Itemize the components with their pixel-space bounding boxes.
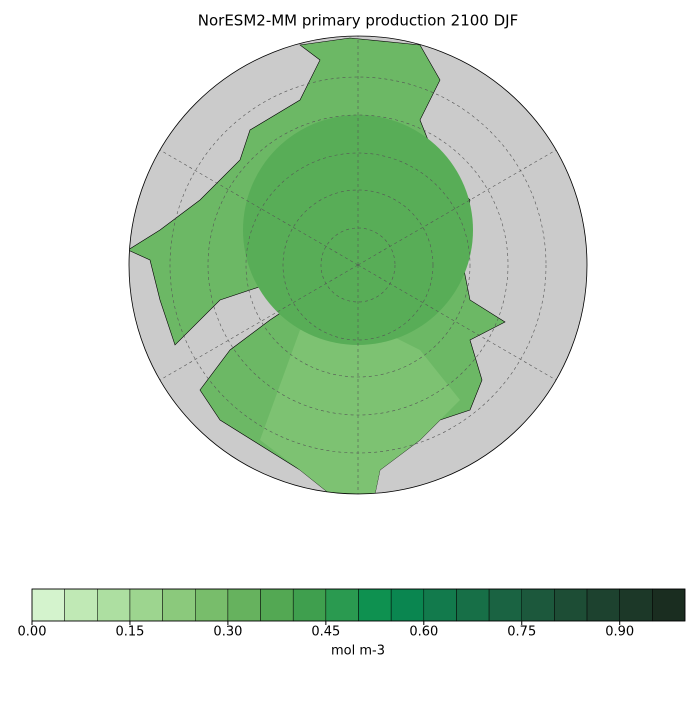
tick-label: 0.60 <box>409 625 438 640</box>
colorbar-segment <box>129 588 163 622</box>
map <box>129 36 587 494</box>
ocean-central <box>243 115 473 345</box>
tick-label: 0.90 <box>605 625 634 640</box>
ocean-shelf <box>260 320 460 494</box>
colorbar-segment <box>162 588 196 622</box>
tick-label: 0.75 <box>507 625 536 640</box>
colorbar-segment <box>456 588 490 622</box>
colorbar-segment <box>619 588 653 622</box>
colorbar-segment <box>97 588 131 622</box>
colorbar-segment <box>227 588 261 622</box>
tick-label: 0.45 <box>311 625 340 640</box>
colorbar-segment <box>64 588 98 622</box>
colorbar-segment <box>652 588 686 622</box>
colorbar-segment <box>260 588 294 622</box>
colorbar-segment <box>521 588 555 622</box>
tick-label: 0.00 <box>18 625 47 640</box>
colorbar-segment <box>586 588 620 622</box>
colorbar-segment <box>358 588 392 622</box>
graticule <box>159 36 557 494</box>
colorbar-segment <box>423 588 457 622</box>
tick-label: 0.30 <box>213 625 242 640</box>
colorbar-frame <box>31 588 686 622</box>
colorbar-segment <box>554 588 588 622</box>
colorbar-segment <box>325 588 359 622</box>
map-frame <box>128 35 588 495</box>
colorbar-segment <box>488 588 523 622</box>
tick-label: 0.15 <box>115 625 144 640</box>
colorbar-segment <box>195 588 229 622</box>
colorbar-label: mol m-3 <box>331 644 385 659</box>
colorbar-segment <box>390 588 425 622</box>
colorbar: 0.00 0.15 0.30 0.45 0.60 0.75 0.90 <box>18 588 686 640</box>
colorbar-segment <box>31 588 65 622</box>
colorbar-segment <box>292 588 327 622</box>
map-title: NorESM2-MM primary production 2100 DJF <box>198 12 518 30</box>
